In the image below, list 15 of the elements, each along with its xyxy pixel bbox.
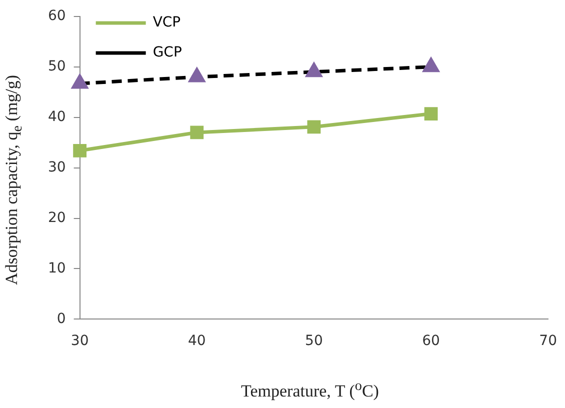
x-tick-label: 70 — [539, 333, 558, 350]
x-tick-label: 30 — [70, 333, 89, 350]
y-tick-label: 20 — [48, 210, 66, 226]
y-tick-label: 50 — [48, 58, 66, 75]
y-tick-label: 0 — [56, 310, 66, 327]
legend-label: GCP — [152, 44, 182, 61]
x-tick-label: 60 — [422, 333, 440, 350]
y-tick-label: 40 — [48, 108, 66, 125]
x-tick-label: 40 — [188, 333, 206, 350]
y-tick-label: 30 — [48, 159, 66, 176]
x-axis-title: Temperature, T ($^{o}$C) — [240, 378, 380, 402]
legend-label: VCP — [152, 14, 181, 31]
x-tick-label: 50 — [305, 333, 323, 350]
y-tick-label: 10 — [48, 260, 66, 276]
y-tick-label: 60 — [48, 8, 66, 24]
